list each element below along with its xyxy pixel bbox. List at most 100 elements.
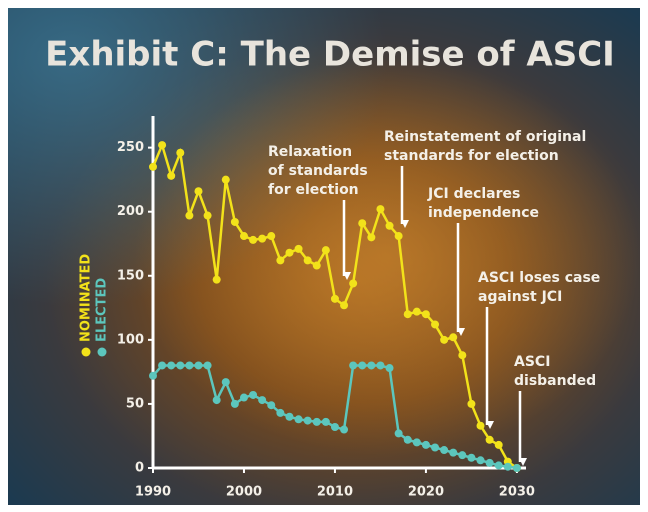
point (176, 148, 185, 157)
annotation: for election (268, 182, 359, 198)
point (185, 211, 194, 220)
point (158, 141, 167, 150)
point (449, 333, 458, 342)
point (476, 421, 485, 430)
point (230, 399, 239, 408)
annotation: ASCI (514, 354, 550, 370)
point (458, 451, 467, 460)
point (149, 371, 157, 380)
point (330, 294, 339, 303)
legend-swatch (81, 347, 91, 357)
point (394, 232, 403, 241)
point (367, 233, 376, 242)
point (158, 361, 167, 370)
point (203, 211, 212, 220)
point (149, 162, 157, 171)
annotation: ASCI loses case (478, 270, 600, 286)
point (440, 446, 449, 455)
annotation: standards for election (384, 148, 559, 164)
point (239, 393, 248, 402)
y-tick-label: 0 (135, 461, 144, 476)
point (512, 464, 521, 472)
point (440, 335, 449, 344)
x-tick-label: 2010 (317, 485, 353, 500)
chart-title: Exhibit C: The Demise of ASCI (45, 35, 615, 75)
y-tick-label: 50 (126, 396, 144, 411)
legend-swatch (97, 347, 107, 357)
point (230, 217, 239, 226)
point (467, 453, 476, 462)
point (431, 443, 440, 452)
point (421, 440, 430, 449)
x-tick-label: 2020 (408, 485, 444, 500)
point (221, 378, 230, 387)
y-tick-label: 100 (117, 332, 144, 347)
point (340, 425, 349, 434)
point (194, 187, 203, 196)
legend-label: ELECTED (95, 278, 110, 342)
x-tick-label: 1990 (135, 485, 171, 500)
annotation: of standards (268, 163, 368, 179)
point (431, 320, 440, 329)
point (494, 461, 503, 470)
y-tick-label: 250 (117, 140, 144, 155)
point (412, 307, 421, 316)
point (449, 448, 458, 457)
point (503, 462, 512, 471)
point (312, 417, 321, 426)
point (185, 361, 194, 370)
background-glow (8, 8, 640, 505)
point (330, 422, 339, 431)
point (421, 310, 430, 319)
point (303, 416, 312, 425)
point (258, 396, 267, 405)
point (167, 171, 176, 180)
point (458, 351, 467, 360)
y-tick-label: 150 (117, 268, 144, 283)
point (312, 261, 321, 270)
annotation: Relaxation (268, 144, 352, 160)
x-tick-label: 2000 (226, 485, 262, 500)
point (385, 364, 394, 373)
point (212, 275, 221, 284)
point (285, 412, 294, 421)
point (367, 361, 376, 370)
point (167, 361, 176, 370)
point (321, 417, 330, 426)
annotation: disbanded (514, 373, 596, 389)
point (285, 248, 294, 257)
annotation: Reinstatement of original (384, 129, 586, 145)
point (258, 234, 267, 243)
point (221, 175, 230, 184)
point (494, 440, 503, 449)
point (485, 435, 494, 444)
annotation: against JCI (478, 289, 562, 305)
point (203, 361, 212, 370)
point (485, 458, 494, 467)
point (412, 438, 421, 447)
point (276, 408, 285, 417)
point (340, 301, 349, 310)
point (476, 456, 485, 465)
point (249, 235, 258, 244)
point (394, 429, 403, 438)
y-tick-label: 200 (117, 204, 144, 219)
point (376, 361, 385, 370)
legend-label: NOMINATED (79, 254, 94, 342)
point (267, 232, 276, 241)
point (385, 221, 394, 230)
point (349, 361, 358, 370)
point (212, 396, 221, 405)
point (321, 246, 330, 255)
point (467, 399, 476, 408)
point (194, 361, 203, 370)
point (403, 435, 412, 444)
point (249, 390, 258, 399)
point (294, 244, 303, 253)
point (349, 279, 358, 288)
point (294, 415, 303, 424)
point (276, 256, 285, 265)
point (303, 256, 312, 265)
point (267, 401, 276, 410)
